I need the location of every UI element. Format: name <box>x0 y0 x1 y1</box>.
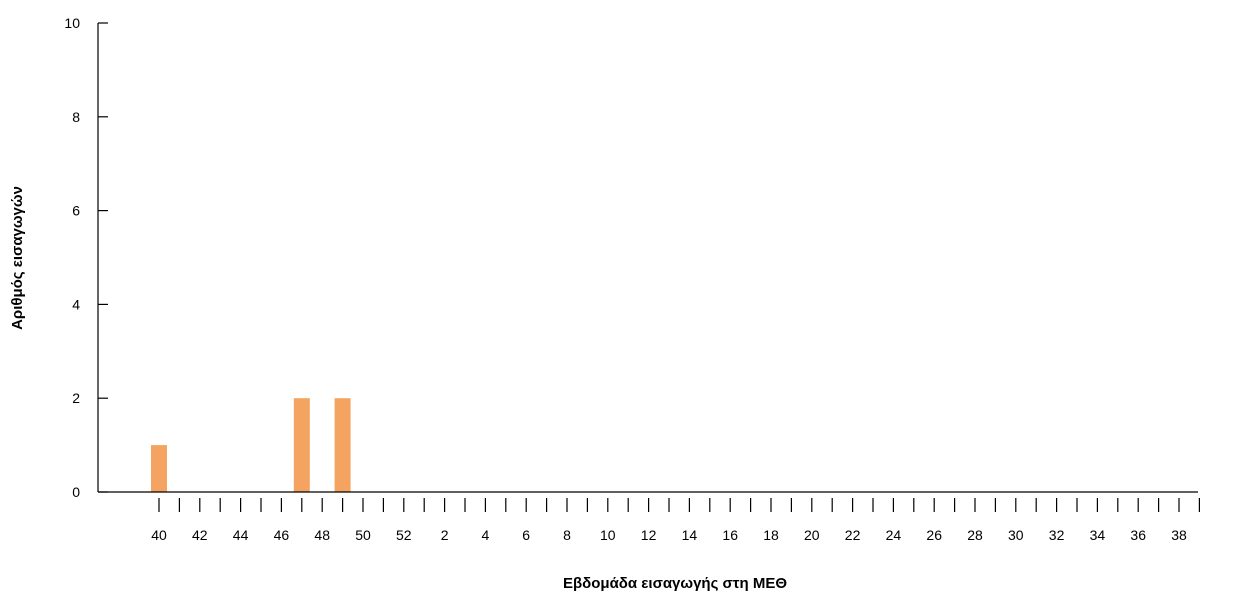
x-tick-label: 36 <box>1130 527 1146 543</box>
x-tick-label: 46 <box>274 527 290 543</box>
y-tick-label: 8 <box>72 109 80 125</box>
bar-47 <box>293 398 310 492</box>
x-tick-label: 32 <box>1049 527 1065 543</box>
x-tick-label: 44 <box>233 527 249 543</box>
x-tick-label: 20 <box>804 527 820 543</box>
bar-40 <box>151 445 167 492</box>
x-tick-label: 26 <box>926 527 942 543</box>
x-tick-label: 18 <box>763 527 779 543</box>
y-tick-label: 0 <box>72 484 80 500</box>
x-tick-label: 50 <box>355 527 371 543</box>
x-tick-label: 40 <box>151 527 167 543</box>
x-tick-label: 30 <box>1008 527 1024 543</box>
bars <box>151 398 351 492</box>
x-tick-label: 34 <box>1090 527 1106 543</box>
bar-49 <box>334 398 351 492</box>
x-tick-label: 6 <box>522 527 530 543</box>
x-tick-label: 48 <box>314 527 330 543</box>
y-axis-title: Αριθμός εισαγωγών <box>9 186 26 330</box>
x-tick-label: 42 <box>192 527 208 543</box>
x-tick-label: 10 <box>600 527 616 543</box>
x-tick-label: 24 <box>886 527 902 543</box>
x-tick-label: 8 <box>563 527 571 543</box>
y-tick-label: 6 <box>72 203 80 219</box>
x-tick-label: 4 <box>482 527 490 543</box>
y-tick-label: 10 <box>64 15 80 31</box>
x-tick-label: 38 <box>1171 527 1187 543</box>
x-tick-label: 12 <box>641 527 657 543</box>
x-axis: 40 42 44 46 48 50 52 2 4 6 8 10 12 14 16 18 20 22 24 26 28 30… <box>98 491 1201 543</box>
x-tick-label: 22 <box>845 527 861 543</box>
y-tick-label: 2 <box>72 390 80 406</box>
x-tick-label: 14 <box>682 527 698 543</box>
y-axis: 0 2 4 6 8 10 <box>64 15 108 500</box>
x-tick-label: 16 <box>722 527 738 543</box>
x-axis-title: Εβδομάδα εισαγωγής στη ΜΕΘ <box>563 575 787 592</box>
x-tick-label: 52 <box>396 527 412 543</box>
y-tick-label: 4 <box>72 296 80 312</box>
x-tick-label: 2 <box>441 527 449 543</box>
x-tick-label: 28 <box>967 527 983 543</box>
